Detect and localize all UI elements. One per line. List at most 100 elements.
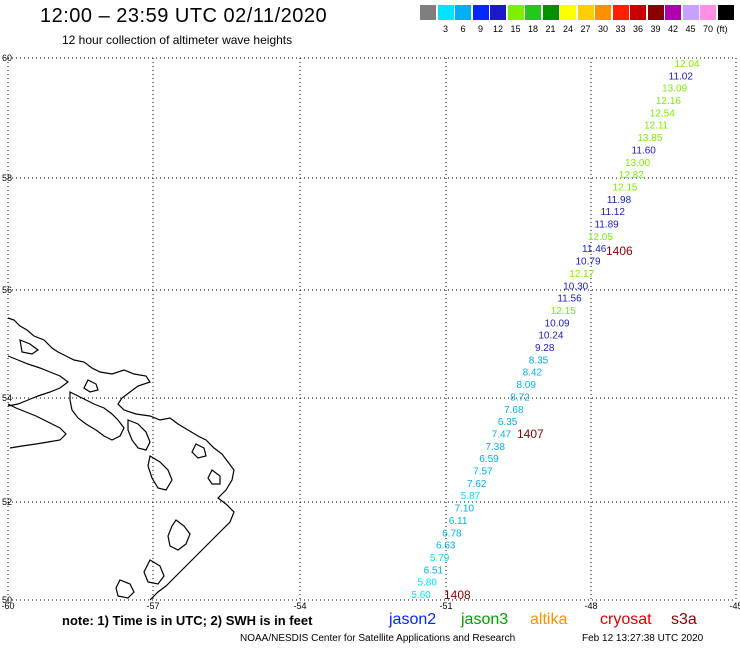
scale-label: 18 bbox=[527, 24, 538, 34]
pass-time-label: 1408 bbox=[444, 588, 471, 602]
coastline-segment bbox=[69, 391, 125, 441]
scale-label: 33 bbox=[615, 24, 626, 34]
legend-s3a: s3a bbox=[671, 611, 697, 628]
scale-swatch bbox=[507, 5, 524, 20]
scale-label: 27 bbox=[580, 24, 591, 34]
wave-height-value: 7.68 bbox=[504, 405, 524, 416]
scale-label: 3 bbox=[442, 24, 448, 34]
wave-height-value: 5.79 bbox=[430, 553, 450, 564]
scale-label: 6 bbox=[460, 24, 466, 34]
wave-height-value: 8.72 bbox=[510, 392, 530, 403]
lat-tick-label: 52 bbox=[2, 497, 12, 507]
lon-tick-label: -51 bbox=[439, 601, 452, 611]
wave-height-value: 7.38 bbox=[485, 442, 505, 453]
lat-tick-label: 58 bbox=[2, 173, 12, 183]
lon-tick-label: -45 bbox=[729, 601, 740, 611]
wave-height-value: 12.15 bbox=[551, 306, 576, 317]
wave-height-value: 11.98 bbox=[607, 195, 632, 206]
wave-height-value: 11.12 bbox=[601, 207, 626, 218]
wave-height-value: 11.46 bbox=[582, 244, 607, 255]
wave-height-value: 10.30 bbox=[563, 281, 588, 292]
wave-height-value: 12.15 bbox=[613, 183, 638, 194]
coastline-segment bbox=[167, 519, 191, 551]
scale-label: 30 bbox=[597, 24, 608, 34]
scale-label: 36 bbox=[632, 24, 643, 34]
graticule bbox=[7, 57, 737, 601]
wave-height-value: 12.04 bbox=[674, 59, 699, 70]
wave-height-value: 6.78 bbox=[442, 528, 462, 539]
scale-swatch bbox=[455, 5, 471, 20]
scale-swatch bbox=[490, 5, 506, 20]
wave-height-value: 7.47 bbox=[492, 430, 512, 441]
wave-height-value: 7.10 bbox=[455, 504, 475, 515]
coastline bbox=[7, 317, 235, 601]
map-subtitle: 12 hour collection of altimeter wave hei… bbox=[62, 33, 293, 47]
wave-height-value: 5.60 bbox=[411, 590, 431, 601]
scale-unit: (ft) bbox=[716, 24, 728, 34]
wave-height-value: 6.51 bbox=[424, 565, 444, 576]
wave-height-value: 11.02 bbox=[669, 71, 694, 82]
lat-tick-label: 54 bbox=[2, 393, 12, 403]
scale-label: 12 bbox=[492, 24, 503, 34]
scale-swatch bbox=[717, 5, 734, 20]
lat-tick-label: 56 bbox=[2, 285, 12, 295]
wave-height-value: 6.59 bbox=[479, 454, 499, 465]
legend-cryosat: cryosat bbox=[600, 611, 652, 628]
scale-swatch bbox=[700, 5, 716, 20]
pass-time-label: 1406 bbox=[606, 244, 633, 258]
wave-height-value: 13.85 bbox=[637, 133, 662, 144]
pass-time-label: 1407 bbox=[517, 427, 544, 441]
wave-height-value: 10.79 bbox=[575, 257, 600, 268]
wave-height-value: 7.62 bbox=[467, 479, 487, 490]
wave-height-value: 12.11 bbox=[644, 121, 669, 132]
coastline-segment bbox=[7, 355, 69, 407]
scale-swatch bbox=[560, 5, 576, 20]
scale-swatch bbox=[647, 5, 664, 20]
scale-swatch bbox=[682, 5, 699, 20]
lat-tick-label: 50 bbox=[2, 595, 12, 605]
wave-height-value: 10.09 bbox=[545, 318, 570, 329]
coastline-segment bbox=[191, 443, 207, 459]
scale-swatch bbox=[542, 5, 559, 20]
coastline-segment bbox=[115, 579, 135, 599]
scale-swatch bbox=[577, 5, 594, 20]
coastline-segment bbox=[147, 455, 173, 491]
wave-height-value: 8.35 bbox=[529, 355, 549, 366]
scale-swatch bbox=[612, 5, 629, 20]
scale-label: 70 bbox=[702, 24, 713, 34]
wave-height-value: 5.87 bbox=[461, 491, 481, 502]
scale-label: 21 bbox=[545, 24, 556, 34]
wave-height-value: 11.89 bbox=[594, 220, 619, 231]
coastline-segment bbox=[19, 339, 40, 355]
wave-height-value: 7.57 bbox=[473, 467, 493, 478]
scale-swatch bbox=[665, 5, 681, 20]
wave-height-value: 6.11 bbox=[449, 516, 468, 527]
wave-height-value: 12.82 bbox=[619, 170, 644, 181]
wave-height-value: 6.63 bbox=[436, 541, 456, 552]
wave-height-value: 13.00 bbox=[625, 158, 650, 169]
wave-height-value: 9.28 bbox=[535, 343, 555, 354]
scale-swatch bbox=[595, 5, 611, 20]
scale-label: 24 bbox=[562, 24, 573, 34]
wave-height-value: 12.54 bbox=[650, 108, 675, 119]
coastline-segment bbox=[143, 559, 165, 585]
axis-tick-labels: 60 58 56 54 52 50-60 -57 -54 -51 -48 -45 bbox=[1, 53, 740, 611]
coastline-segment bbox=[7, 317, 235, 601]
wave-height-value: 12.05 bbox=[588, 232, 613, 243]
scale-swatch bbox=[472, 5, 489, 20]
wave-height-value: 12.17 bbox=[569, 269, 594, 280]
units-note: note: 1) Time is in UTC; 2) SWH is in fe… bbox=[62, 613, 313, 628]
lon-tick-label: -57 bbox=[146, 601, 159, 611]
scale-label: 15 bbox=[510, 24, 521, 34]
wave-height-value: 11.56 bbox=[557, 294, 582, 305]
wave-height-value: 5.80 bbox=[417, 578, 437, 589]
lon-tick-label: -48 bbox=[584, 601, 597, 611]
scale-label: 9 bbox=[477, 24, 483, 34]
wave-height-value: 13.09 bbox=[662, 84, 687, 95]
coastline-segment bbox=[127, 419, 151, 451]
legend-jason2: jason2 bbox=[389, 611, 437, 628]
coastline-segment bbox=[83, 379, 99, 393]
scale-swatch bbox=[420, 5, 436, 20]
